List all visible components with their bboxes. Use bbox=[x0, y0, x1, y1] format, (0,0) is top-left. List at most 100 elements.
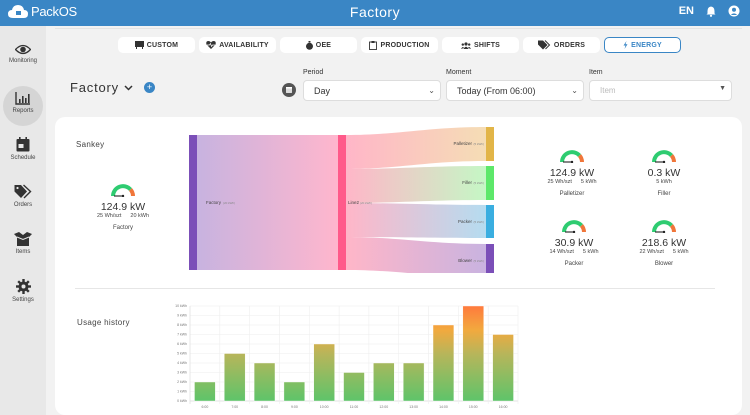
gear-icon bbox=[15, 279, 31, 294]
report-tabs: CUSTOM AVAILABILITY OEE PRODUCTION SHIFT… bbox=[118, 37, 681, 53]
gauge-name: Packer bbox=[564, 261, 584, 267]
chevron-down-icon: ⌄ bbox=[571, 86, 578, 95]
per-unit-value: 22 Wh/szt bbox=[639, 249, 664, 255]
sidebar-item-items[interactable]: Items bbox=[0, 232, 46, 255]
easel-icon bbox=[134, 41, 144, 49]
tab-custom[interactable]: CUSTOM bbox=[118, 37, 195, 53]
bar-13:00[interactable] bbox=[402, 362, 425, 402]
energy-value: 20 kWh bbox=[130, 213, 150, 219]
sidebar: Monitoring Reports Schedule Orders bbox=[0, 26, 46, 415]
tab-shifts[interactable]: SHIFTS bbox=[442, 37, 519, 53]
item-placeholder: Item bbox=[600, 86, 616, 95]
item-select[interactable]: Item ▼ bbox=[589, 80, 732, 101]
sankey-label-filler: Filler bbox=[462, 180, 472, 185]
box-icon bbox=[14, 232, 32, 246]
sankey-label-packer: Packer bbox=[458, 219, 473, 224]
x-tick-label: 15:00 bbox=[469, 405, 478, 409]
bar-7:00[interactable] bbox=[224, 353, 246, 402]
section-divider bbox=[75, 288, 715, 289]
sankey-diagram: Factory (20 kWh) Line2 (20 kWh) Palletiz… bbox=[189, 127, 494, 273]
bell-icon[interactable] bbox=[706, 6, 716, 17]
sankey-value-line2: (20 kWh) bbox=[360, 201, 372, 205]
bar-6:00[interactable] bbox=[194, 381, 216, 402]
tab-availability[interactable]: AVAILABILITY bbox=[199, 37, 276, 53]
tab-divider bbox=[55, 28, 742, 29]
tab-energy[interactable]: ENERGY bbox=[604, 37, 681, 53]
sankey-link-palletizer bbox=[346, 127, 486, 169]
energy-value: 5 kWh bbox=[582, 249, 599, 255]
chevron-down-icon: ⌄ bbox=[428, 86, 435, 95]
entity-selector[interactable]: Factory + bbox=[70, 80, 155, 95]
y-tick-label: 8 kWh bbox=[177, 323, 187, 327]
power-value: 0.3 kW bbox=[647, 167, 681, 179]
y-tick-label: 9 kWh bbox=[177, 314, 187, 318]
y-tick-label: 7 kWh bbox=[177, 333, 187, 337]
tab-label: SHIFTS bbox=[473, 41, 501, 49]
gauge-packer: 30.9 kW 14 Wh/szt 5 kWh Packer bbox=[534, 220, 614, 267]
period-label: Period bbox=[303, 69, 324, 76]
energy-value: 5 kWh bbox=[656, 179, 672, 185]
y-tick-label: 3 kWh bbox=[177, 371, 187, 375]
bar-12:00[interactable] bbox=[373, 362, 395, 402]
period-value: Day bbox=[314, 86, 331, 96]
power-value: 124.9 kW bbox=[100, 201, 146, 213]
entity-name: Factory bbox=[70, 80, 119, 95]
sankey-node-filler[interactable] bbox=[486, 166, 494, 200]
bar-9:00[interactable] bbox=[283, 381, 305, 402]
sidebar-item-settings[interactable]: Settings bbox=[0, 279, 46, 303]
per-unit-value: 14 Wh/szt bbox=[549, 249, 574, 255]
bar-15:00[interactable] bbox=[462, 305, 484, 402]
calendar-button[interactable] bbox=[282, 83, 296, 97]
chevron-down-icon bbox=[124, 84, 133, 91]
sidebar-item-orders[interactable]: Orders bbox=[0, 184, 46, 208]
eye-icon bbox=[15, 44, 31, 55]
sidebar-label: Orders bbox=[13, 202, 33, 208]
bar-16:00[interactable] bbox=[492, 334, 514, 402]
gauge-icon bbox=[652, 150, 676, 164]
sidebar-label: Items bbox=[15, 249, 31, 255]
user-icon[interactable] bbox=[728, 5, 740, 17]
gauge-icon bbox=[111, 184, 135, 198]
tab-production[interactable]: PRODUCTION bbox=[361, 37, 438, 53]
moment-select[interactable]: Today (From 06:00) ⌄ bbox=[446, 80, 584, 101]
x-tick-label: 12:00 bbox=[379, 405, 388, 409]
language-selector[interactable]: EN bbox=[678, 5, 694, 17]
tab-label: PRODUCTION bbox=[380, 41, 430, 49]
gauge-name: Factory bbox=[112, 225, 133, 231]
energy-value: 5 kWh bbox=[672, 249, 689, 255]
bar-11:00[interactable] bbox=[343, 372, 365, 402]
gauge-palletizer: 124.9 kW 25 Wh/szt 5 kWh Palletizer bbox=[532, 150, 612, 197]
sankey-node-blower[interactable] bbox=[486, 244, 494, 273]
period-select[interactable]: Day ⌄ bbox=[303, 80, 441, 101]
sankey-node-palletizer[interactable] bbox=[486, 127, 494, 161]
sankey-link-filler bbox=[346, 166, 486, 203]
add-entity-button[interactable]: + bbox=[143, 82, 155, 93]
x-tick-label: 6:00 bbox=[202, 405, 209, 409]
gauge-icon bbox=[560, 150, 584, 164]
bar-14:00[interactable] bbox=[432, 324, 455, 402]
tab-oee[interactable]: OEE bbox=[280, 37, 357, 53]
sankey-node-packer[interactable] bbox=[486, 205, 494, 238]
bar-chart-icon bbox=[15, 92, 30, 105]
gauge-name: Filler bbox=[657, 191, 671, 197]
bar-8:00[interactable] bbox=[253, 362, 276, 402]
users-icon bbox=[460, 41, 471, 49]
logo[interactable]: PackOS bbox=[8, 4, 77, 19]
x-tick-label: 13:00 bbox=[409, 405, 418, 409]
tab-orders[interactable]: ORDERS bbox=[523, 37, 600, 53]
sankey-node-factory[interactable] bbox=[189, 135, 197, 270]
power-value: 30.9 kW bbox=[554, 237, 594, 249]
sankey-node-line2[interactable] bbox=[338, 135, 346, 270]
energy-value: 5 kWh bbox=[580, 179, 597, 185]
sidebar-item-reports[interactable]: Reports bbox=[0, 86, 46, 126]
heartbeat-icon bbox=[206, 41, 216, 49]
cloud-logo-icon bbox=[8, 5, 28, 18]
item-label: Item bbox=[589, 69, 603, 76]
sidebar-item-monitoring[interactable]: Monitoring bbox=[0, 44, 46, 64]
gauge-blower: 218.6 kW 22 Wh/szt 5 kWh Blower bbox=[624, 220, 704, 267]
sidebar-item-schedule[interactable]: Schedule bbox=[0, 137, 46, 161]
y-tick-label: 4 kWh bbox=[177, 361, 187, 365]
caret-down-icon: ▼ bbox=[719, 85, 726, 92]
bar-10:00[interactable] bbox=[313, 343, 335, 402]
sidebar-label: Reports bbox=[12, 108, 34, 114]
